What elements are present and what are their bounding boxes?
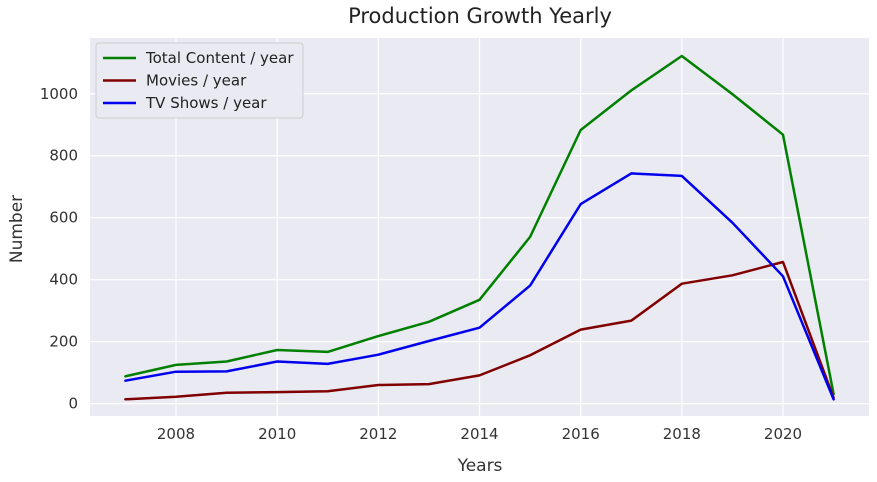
grid-lines bbox=[90, 38, 869, 416]
y-tick-labels: 0 200 400 600 800 1000 bbox=[40, 85, 78, 413]
x-tick-labels: 2008 2010 2012 2014 2016 2018 2020 bbox=[157, 425, 802, 443]
x-tick-label: 2014 bbox=[460, 425, 498, 443]
x-tick-label: 2020 bbox=[764, 425, 802, 443]
x-tick-label: 2018 bbox=[663, 425, 701, 443]
legend-label-1: Total Content / year bbox=[145, 49, 294, 67]
chart-title: Production Growth Yearly bbox=[348, 4, 612, 28]
x-tick-label: 2010 bbox=[258, 425, 296, 443]
legend-box bbox=[95, 42, 304, 119]
x-tick-label: 2012 bbox=[359, 425, 397, 443]
x-tick-label: 2008 bbox=[157, 425, 195, 443]
y-tick-label: 600 bbox=[49, 209, 78, 227]
x-axis-title: Years bbox=[457, 456, 503, 476]
x-tick-label: 2016 bbox=[562, 425, 600, 443]
series-line-1 bbox=[124, 54, 835, 396]
y-tick-label: 800 bbox=[49, 147, 78, 165]
series-line-3 bbox=[124, 172, 835, 401]
y-axis-title: Number bbox=[7, 195, 27, 263]
series-layer bbox=[124, 54, 835, 401]
y-tick-label: 1000 bbox=[40, 85, 78, 103]
legend-label-2: Movies / year bbox=[146, 72, 247, 90]
y-tick-label: 200 bbox=[49, 333, 78, 351]
legend-label-3: TV Shows / year bbox=[145, 94, 267, 112]
y-tick-label: 0 bbox=[68, 395, 78, 413]
y-tick-label: 400 bbox=[49, 271, 78, 289]
series-line-2 bbox=[124, 260, 835, 401]
legend: Total Content / year Movies / year TV Show… bbox=[95, 42, 304, 119]
